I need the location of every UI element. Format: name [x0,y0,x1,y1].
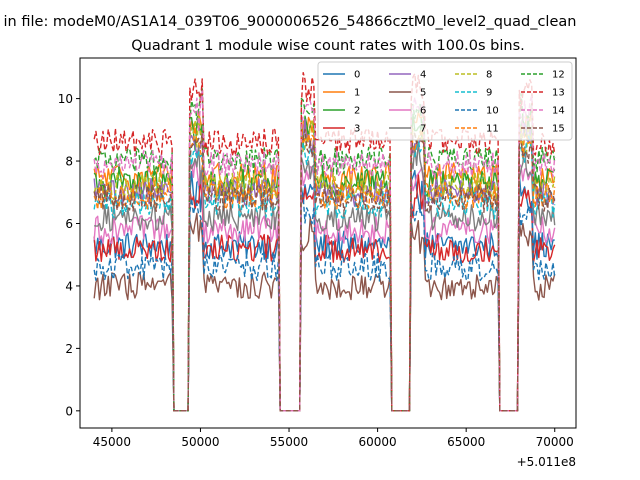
legend-label-14: 14 [552,106,565,117]
y-tick-label: 8 [65,155,73,169]
y-tick-label: 2 [65,342,73,356]
series-line-15 [93,128,556,412]
legend-label-1: 1 [354,88,360,99]
y-axis: 0 2 4 6 8 10 [58,92,80,418]
series-line-5 [93,212,556,412]
x-tick-label: 45000 [93,435,131,449]
series-line-7 [94,141,556,412]
x-axis: 45000 50000 55000 60000 65000 70000 [93,428,574,449]
series-line-11 [93,124,556,412]
legend-box [317,61,573,141]
plot-frame [79,57,577,429]
x-tick-label: 55000 [270,435,308,449]
legend-label-13: 13 [552,88,565,99]
y-tick-label: 10 [58,92,73,106]
legend-label-7: 7 [420,124,426,135]
legend-label-8: 8 [486,70,492,81]
legend-label-6: 6 [420,106,426,117]
series-line-6 [93,158,556,412]
y-tick-label: 6 [65,217,73,231]
series-layer [93,71,556,412]
x-tick-label: 50000 [181,435,219,449]
series-line-10 [93,193,556,412]
legend-label-15: 15 [552,124,565,135]
series-line-8 [93,113,556,412]
legend-label-4: 4 [420,70,426,81]
legend-label-2: 2 [354,106,360,117]
x-tick-label: 65000 [447,435,485,449]
series-line-12 [93,88,556,412]
chart-suptitle: in file: modeM0/AS1A14_039T06_9000006526… [4,14,577,30]
chart-title: Quadrant 1 module wise count rates with … [131,38,525,54]
x-offset-label: +5.011e8 [517,455,576,469]
legend-label-10: 10 [486,106,499,117]
legend-label-5: 5 [420,88,426,99]
x-tick-label: 60000 [359,435,397,449]
x-tick-label: 70000 [536,435,574,449]
legend-label-3: 3 [354,124,360,135]
legend-label-0: 0 [354,70,360,81]
series-line-13 [93,71,556,412]
legend-label-11: 11 [486,124,499,135]
legend-label-9: 9 [486,88,492,99]
y-tick-label: 0 [65,404,73,418]
legend-label-12: 12 [552,70,565,81]
y-tick-label: 4 [65,279,73,293]
